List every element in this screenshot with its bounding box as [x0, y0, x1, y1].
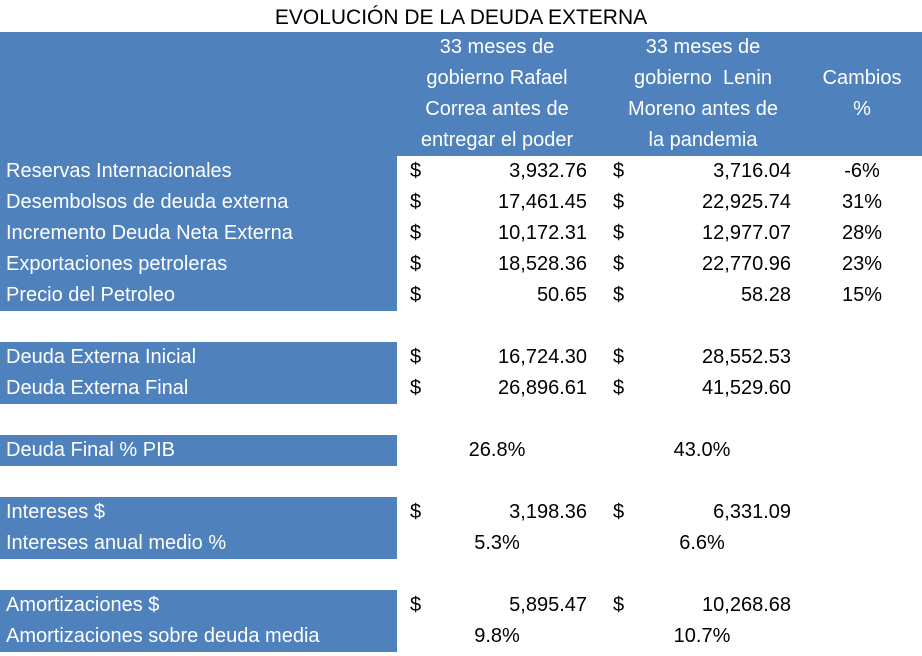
change: 28%: [841, 222, 883, 244]
header-line: gobierno Rafael: [426, 67, 568, 89]
change: 31%: [841, 191, 883, 213]
amount: 22,925.74: [702, 191, 791, 213]
amount: 28,552.53: [702, 346, 791, 368]
percent: 26.8%: [468, 439, 526, 461]
currency: $: [613, 160, 625, 182]
percent: 9.8%: [474, 625, 520, 647]
percent: 43.0%: [673, 439, 731, 461]
amount: 10,172.31: [498, 222, 587, 244]
percent: 6.6%: [679, 532, 725, 554]
row-label: Amortizaciones $: [0, 590, 397, 621]
header-line: Correa antes de: [425, 98, 569, 120]
amount: 16,724.30: [498, 346, 587, 368]
currency: $: [410, 222, 422, 244]
change: -6%: [844, 160, 880, 182]
amount: 5,895.47: [509, 594, 587, 616]
amount: 26,896.61: [498, 377, 587, 399]
row-label: Intereses $: [0, 497, 397, 528]
change: 15%: [841, 284, 883, 306]
currency: $: [410, 594, 422, 616]
currency: $: [410, 284, 422, 306]
row-label: Amortizaciones sobre deuda media: [0, 621, 397, 652]
header-line: entregar el poder: [420, 129, 574, 151]
amount: 18,528.36: [498, 253, 587, 275]
amount: 12,977.07: [702, 222, 791, 244]
header-line: 33 meses de: [645, 36, 761, 58]
amount: 41,529.60: [702, 377, 791, 399]
currency: $: [410, 160, 422, 182]
currency: $: [613, 284, 625, 306]
percent: 10.7%: [673, 625, 731, 647]
currency: $: [410, 346, 422, 368]
header-line: 33 meses de: [439, 36, 555, 58]
currency: $: [613, 253, 625, 275]
header-column: Cambios%: [804, 32, 920, 156]
currency: $: [613, 346, 625, 368]
header-line: la pandemia: [648, 129, 758, 151]
currency: $: [410, 501, 422, 523]
currency: $: [613, 594, 625, 616]
row-label: Incremento Deuda Neta Externa: [0, 218, 397, 249]
percent: 5.3%: [474, 532, 520, 554]
amount: 22,770.96: [702, 253, 791, 275]
currency: $: [613, 501, 625, 523]
currency: $: [410, 191, 422, 213]
header-column: 33 meses de gobierno Lenin Moreno antes de…: [605, 32, 801, 156]
header-line: Cambios: [822, 67, 902, 89]
amount: 10,268.68: [702, 594, 791, 616]
header-line: %: [853, 98, 871, 120]
amount: 17,461.45: [498, 191, 587, 213]
row-label: Exportaciones petroleras: [0, 249, 397, 280]
row-label: Desembolsos de deuda externa: [0, 187, 397, 218]
amount: 50.65: [536, 284, 587, 306]
currency: $: [613, 222, 625, 244]
change: 23%: [841, 253, 883, 275]
row-label: Reservas Internacionales: [0, 156, 397, 187]
amount: 6,331.09: [713, 501, 791, 523]
title: EVOLUCIÓN DE LA DEUDA EXTERNA: [274, 6, 648, 29]
currency: $: [410, 253, 422, 275]
header: 33 meses de gobierno Rafael Correa antes d…: [0, 32, 922, 156]
amount: 3,716.04: [713, 160, 791, 182]
row-label: Intereses anual medio %: [0, 528, 397, 559]
header-line: Moreno antes de: [627, 98, 779, 120]
currency: $: [613, 377, 625, 399]
amount: 3,932.76: [509, 160, 587, 182]
currency: $: [613, 191, 625, 213]
header-column: 33 meses de gobierno Rafael Correa antes d…: [400, 32, 594, 156]
currency: $: [410, 377, 422, 399]
row-label: Deuda Externa Final: [0, 373, 397, 404]
row-label: Precio del Petroleo: [0, 280, 397, 311]
header-line: gobierno Lenin: [634, 67, 772, 89]
row-label: Deuda Final % PIB: [0, 435, 397, 466]
row-label: Deuda Externa Inicial: [0, 342, 397, 373]
amount: 3,198.36: [509, 501, 587, 523]
amount: 58.28: [740, 284, 791, 306]
